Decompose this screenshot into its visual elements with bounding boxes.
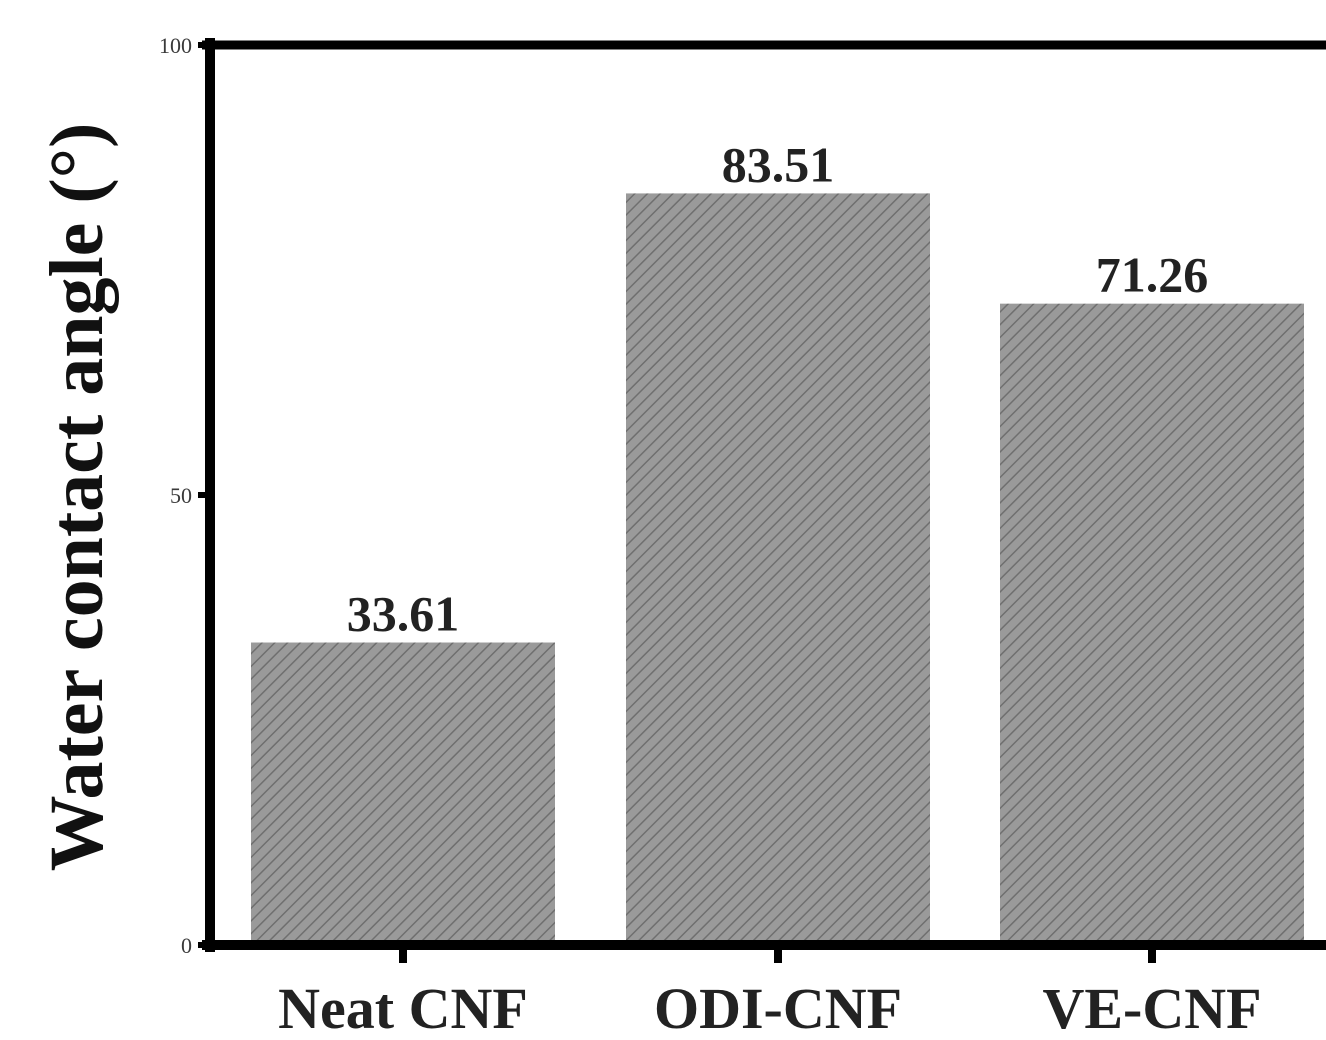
y-tick-label: 0: [181, 933, 192, 958]
bar-odi-cnf: [626, 193, 930, 945]
y-tick-label: 50: [170, 483, 192, 508]
y-ticks-group: 0 50 100: [159, 33, 210, 958]
data-label-ve-cnf: 71.26: [1096, 247, 1209, 303]
bar-ve-cnf: [1000, 303, 1304, 945]
y-tick-label: 100: [159, 33, 192, 58]
x-tick-label: VE-CNF: [1042, 976, 1261, 1035]
bars-group: [251, 193, 1304, 945]
data-labels-group: 33.61 83.51 71.26: [347, 136, 1209, 641]
data-label-odi-cnf: 83.51: [722, 136, 835, 192]
bar-neat-cnf: [251, 642, 555, 945]
x-tick-label: Neat CNF: [278, 976, 528, 1035]
y-axis-title: Water contact angle (°): [35, 123, 119, 872]
data-label-neat-cnf: 33.61: [347, 586, 460, 642]
x-ticks-group: Neat CNF ODI-CNF VE-CNF: [278, 945, 1262, 1040]
x-tick-label: ODI-CNF: [654, 976, 902, 1035]
